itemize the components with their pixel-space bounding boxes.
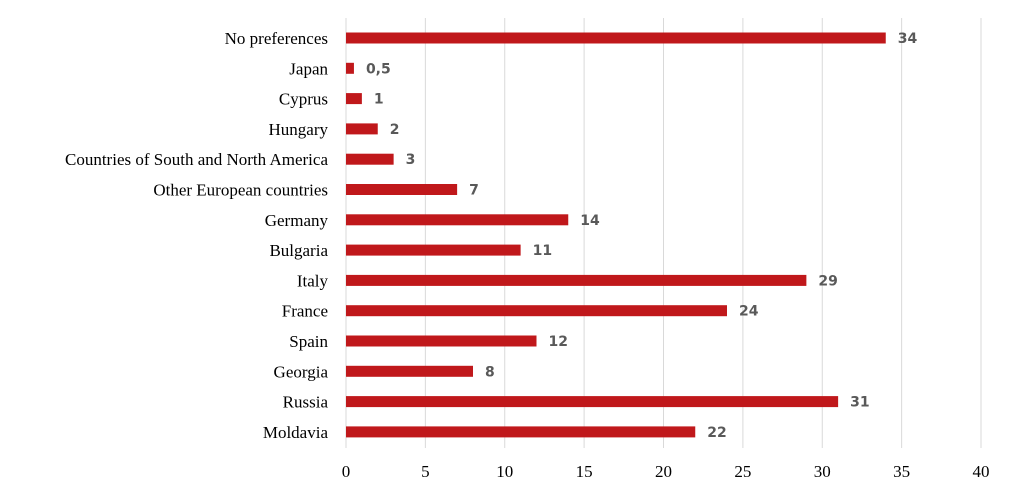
bar-hungary xyxy=(346,123,378,135)
x-tick-label-30: 30 xyxy=(814,462,831,481)
bar-bulgaria xyxy=(346,244,521,256)
x-tick-label-0: 0 xyxy=(342,462,351,481)
gridlines xyxy=(345,18,982,448)
x-tick-label-15: 15 xyxy=(576,462,593,481)
bar-cyprus xyxy=(346,93,362,105)
x-tick-label-5: 5 xyxy=(421,462,430,481)
category-labels: No preferences Japan Cyprus Hungary Countrie… xyxy=(65,29,328,442)
bar-moldavia xyxy=(346,426,696,438)
category-label-russia: Russia xyxy=(283,393,329,412)
data-label-no-preferences: 34 xyxy=(898,31,918,47)
bar-spain xyxy=(346,335,537,347)
x-tick-label-35: 35 xyxy=(893,462,910,481)
bar-germany xyxy=(346,214,569,226)
x-tick-label-20: 20 xyxy=(655,462,672,481)
bar-russia xyxy=(346,396,839,408)
data-label-bulgaria: 11 xyxy=(533,243,552,259)
bar-countries-of-south-and-north-america xyxy=(346,153,394,165)
data-label-germany: 14 xyxy=(580,213,600,229)
bar-france xyxy=(346,305,727,317)
data-label-italy: 29 xyxy=(818,273,837,289)
category-label-moldavia: Moldavia xyxy=(263,423,329,442)
bar-other-european-countries xyxy=(346,184,458,195)
data-label-spain: 12 xyxy=(549,334,568,350)
category-label-japan: Japan xyxy=(289,59,328,78)
category-label-no-preferences: No preferences xyxy=(225,29,328,48)
data-label-hungary: 2 xyxy=(390,122,400,138)
data-label-georgia: 8 xyxy=(485,364,495,380)
data-label-countries-of-south-and-north-america: 3 xyxy=(406,152,416,168)
category-label-france: France xyxy=(282,302,328,321)
category-label-other-european-countries: Other European countries xyxy=(153,181,328,200)
category-label-italy: Italy xyxy=(297,271,329,290)
category-label-hungary: Hungary xyxy=(269,120,329,139)
bars xyxy=(346,32,886,438)
x-axis-ticks: 0 5 10 15 20 25 30 35 40 xyxy=(342,462,990,481)
data-label-russia: 31 xyxy=(850,395,869,411)
category-label-georgia: Georgia xyxy=(274,362,329,381)
category-label-cyprus: Cyprus xyxy=(279,90,328,109)
category-label-germany: Germany xyxy=(265,211,329,230)
bar-japan xyxy=(346,62,354,74)
data-label-other-european-countries: 7 xyxy=(469,183,479,199)
x-tick-label-25: 25 xyxy=(734,462,751,481)
data-label-japan: 0,5 xyxy=(366,61,391,77)
category-label-spain: Spain xyxy=(289,332,328,351)
x-tick-label-10: 10 xyxy=(496,462,513,481)
data-label-cyprus: 1 xyxy=(374,92,384,108)
category-label-bulgaria: Bulgaria xyxy=(269,241,328,260)
x-tick-label-40: 40 xyxy=(973,462,990,481)
data-label-moldavia: 22 xyxy=(707,425,726,441)
bar-georgia xyxy=(346,365,473,377)
bar-italy xyxy=(346,274,807,286)
data-label-france: 24 xyxy=(739,304,759,320)
category-label-countries-of-south-and-north-america: Countries of South and North America xyxy=(65,150,328,169)
bar-no-preferences xyxy=(346,32,886,44)
